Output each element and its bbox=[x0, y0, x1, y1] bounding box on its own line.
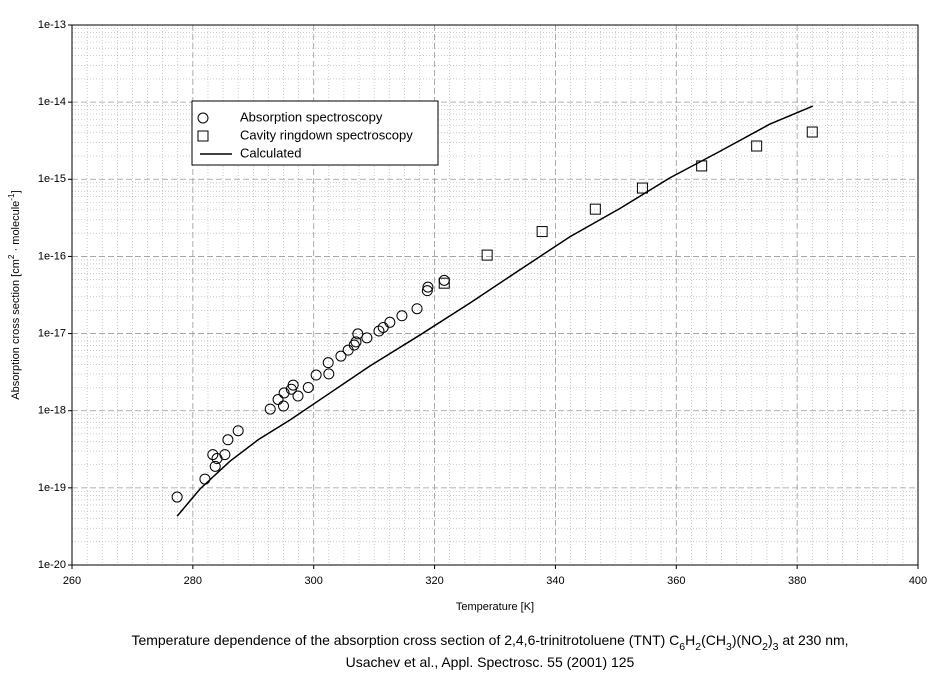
text-run: 2 bbox=[762, 641, 768, 653]
x-tick-label: 340 bbox=[546, 575, 564, 587]
point bbox=[232, 425, 244, 437]
x-tick-label: 280 bbox=[184, 575, 202, 587]
point bbox=[278, 387, 290, 399]
point bbox=[302, 381, 314, 393]
point bbox=[411, 303, 423, 315]
point bbox=[292, 390, 304, 402]
text-run: 2 bbox=[695, 641, 701, 653]
y-tick-label: 1e-17 bbox=[38, 327, 66, 339]
legend-marker bbox=[197, 112, 209, 124]
y-tick-label: 1e-14 bbox=[38, 96, 66, 108]
point bbox=[396, 310, 408, 322]
plot-frame bbox=[71, 24, 919, 566]
x-tick-label: 360 bbox=[667, 575, 685, 587]
point bbox=[207, 449, 219, 461]
point bbox=[352, 328, 364, 340]
x-tick-label: 300 bbox=[305, 575, 323, 587]
y-tick-label: 1e-13 bbox=[38, 19, 66, 31]
point bbox=[348, 339, 360, 351]
point bbox=[222, 434, 234, 446]
text-run: at 230 nm, bbox=[779, 632, 849, 648]
text-run: -1 bbox=[7, 193, 16, 201]
x-axis-label: Temperature [K] bbox=[456, 601, 534, 613]
point bbox=[751, 140, 763, 152]
caption: Temperature dependence of the absorption… bbox=[131, 632, 848, 653]
point bbox=[310, 369, 322, 381]
y-tick-label: 1e-20 bbox=[38, 559, 66, 571]
x-tick-label: 400 bbox=[909, 575, 927, 587]
point bbox=[636, 182, 648, 194]
text-run: )(NO bbox=[732, 632, 762, 648]
point bbox=[272, 393, 284, 405]
point bbox=[536, 226, 548, 238]
point bbox=[219, 449, 231, 461]
y-tick-label: 1e-16 bbox=[38, 250, 66, 262]
point bbox=[335, 350, 347, 362]
x-tick-label: 380 bbox=[788, 575, 806, 587]
point bbox=[323, 368, 335, 380]
point bbox=[209, 460, 221, 472]
text-run: 2 bbox=[7, 254, 16, 259]
point bbox=[264, 403, 276, 415]
text-run: Temperature dependence of the absorption… bbox=[131, 632, 679, 648]
point bbox=[361, 332, 373, 344]
legend-label: Calculated bbox=[240, 145, 301, 160]
text-run: (CH bbox=[701, 632, 726, 648]
legend-label: Absorption spectroscopy bbox=[240, 109, 383, 124]
text-run: 6 bbox=[679, 641, 685, 653]
point bbox=[278, 400, 289, 412]
text-run: Absorption cross section [cm bbox=[10, 259, 22, 400]
text-run: Usachev et al., Appl. Spectrosc. 55 (200… bbox=[346, 654, 635, 670]
point bbox=[421, 285, 433, 297]
x-tick-label: 320 bbox=[425, 575, 443, 587]
point bbox=[287, 379, 299, 391]
text-run: · molecule bbox=[10, 201, 22, 255]
text-run: ] bbox=[10, 190, 22, 193]
point bbox=[373, 325, 385, 337]
line bbox=[176, 105, 814, 517]
point bbox=[171, 491, 183, 503]
legend-marker bbox=[197, 130, 209, 142]
text-run: 3 bbox=[726, 641, 732, 653]
text-run: ) bbox=[768, 632, 773, 648]
caption: Usachev et al., Appl. Spectrosc. 55 (200… bbox=[346, 654, 635, 670]
point bbox=[589, 203, 601, 215]
point bbox=[438, 277, 450, 289]
legend-label: Cavity ringdown spectroscopy bbox=[240, 127, 413, 142]
legend-box bbox=[191, 100, 439, 166]
point bbox=[481, 249, 493, 261]
x-tick-label: 260 bbox=[63, 575, 81, 587]
point bbox=[350, 336, 362, 348]
y-tick-label: 1e-15 bbox=[38, 173, 66, 185]
text-run: H bbox=[685, 632, 695, 648]
y-tick-label: 1e-19 bbox=[38, 482, 66, 494]
point bbox=[422, 281, 434, 293]
text-run: 3 bbox=[773, 641, 779, 653]
y-tick-label: 1e-18 bbox=[38, 405, 66, 417]
point bbox=[806, 126, 818, 138]
y-axis-label: Absorption cross section [cm2 · molecule… bbox=[7, 190, 22, 399]
point bbox=[384, 316, 396, 328]
point bbox=[322, 357, 334, 369]
